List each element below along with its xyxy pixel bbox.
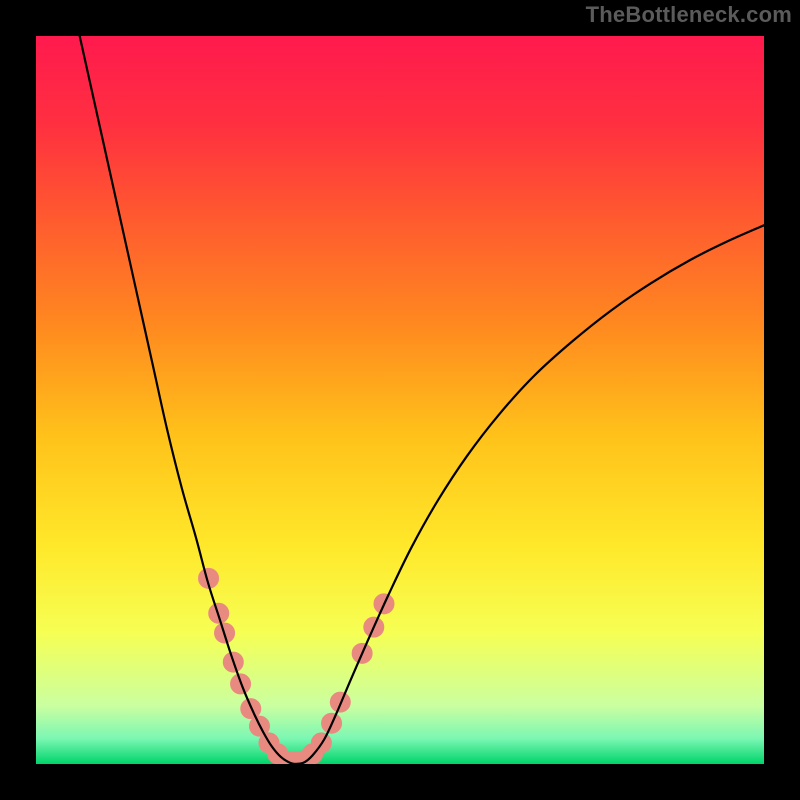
chart-stage: TheBottleneck.com bbox=[0, 0, 800, 800]
bottleneck-chart bbox=[0, 0, 800, 800]
watermark-text: TheBottleneck.com bbox=[586, 2, 792, 28]
plot-area bbox=[36, 36, 764, 764]
